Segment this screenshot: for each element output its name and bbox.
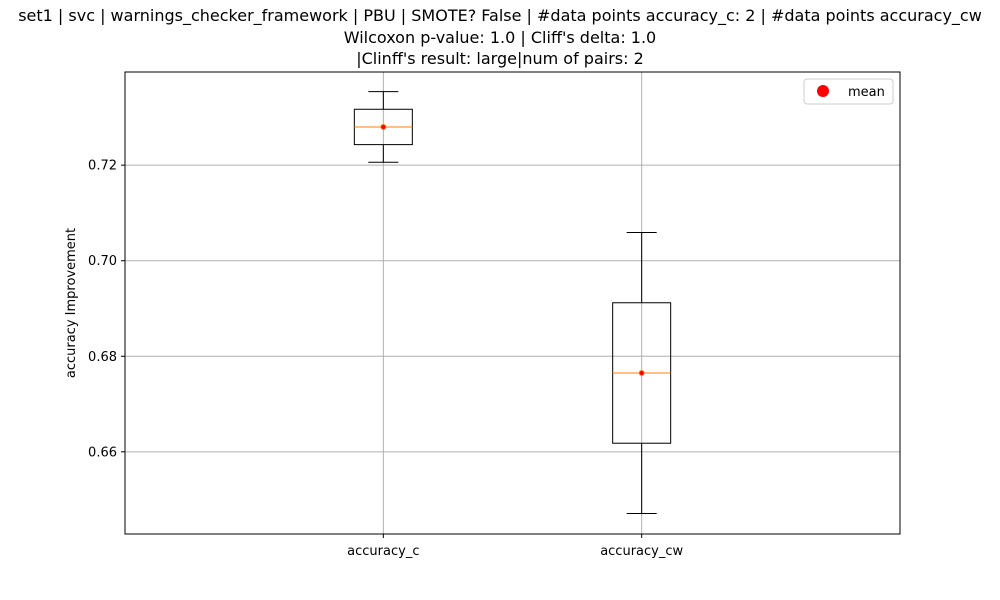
boxes [353, 91, 672, 514]
legend-mean-marker [817, 85, 829, 97]
mean-marker [380, 124, 387, 130]
legend: mean [803, 78, 894, 105]
chart-title-line-3: |Clinff's result: large|num of pairs: 2 [356, 49, 644, 68]
x-axis: accuracy_c accuracy_cw [347, 534, 683, 559]
chart-title-line-1: set1 | svc | warnings_checker_framework … [18, 6, 982, 25]
y-tick-label: 0.66 [88, 445, 117, 460]
legend-box [803, 78, 894, 105]
y-tick-label: 0.68 [88, 350, 117, 365]
x-tick-label: accuracy_cw [600, 544, 683, 559]
y-axis-label: accuracy Improvement [64, 228, 79, 378]
mean-marker [638, 370, 645, 376]
y-axis: 0.66 0.68 0.70 0.72 [88, 159, 125, 460]
x-tick-label: accuracy_c [347, 544, 419, 559]
chart-title-line-2: Wilcoxon p-value: 1.0 | Cliff's delta: 1… [343, 28, 657, 47]
y-tick-label: 0.70 [88, 254, 117, 269]
y-tick-label: 0.72 [88, 159, 117, 174]
grid-lines [125, 72, 900, 534]
plot-frame [124, 71, 901, 535]
legend-mean-label: mean [848, 85, 885, 100]
